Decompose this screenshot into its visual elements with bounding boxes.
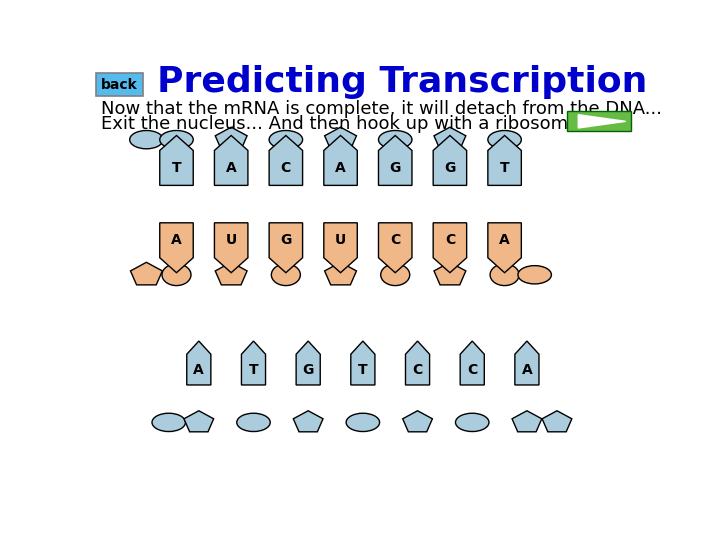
Text: A: A	[171, 233, 182, 247]
Polygon shape	[241, 341, 266, 385]
Text: A: A	[336, 161, 346, 175]
Polygon shape	[269, 223, 302, 273]
Text: back: back	[102, 78, 138, 92]
Polygon shape	[325, 127, 356, 150]
Ellipse shape	[269, 131, 302, 149]
Polygon shape	[351, 341, 375, 385]
Circle shape	[381, 264, 410, 286]
Text: C: C	[467, 362, 477, 376]
Ellipse shape	[379, 131, 412, 149]
Polygon shape	[325, 262, 356, 285]
Polygon shape	[160, 136, 193, 185]
Polygon shape	[512, 411, 541, 432]
Polygon shape	[269, 136, 302, 185]
Circle shape	[490, 264, 519, 286]
Text: A: A	[499, 233, 510, 247]
Text: G: G	[280, 233, 292, 247]
Polygon shape	[578, 114, 626, 128]
Polygon shape	[324, 223, 357, 273]
Text: Exit the nucleus... And then hook up with a ribosome.: Exit the nucleus... And then hook up wit…	[101, 115, 585, 133]
Polygon shape	[186, 341, 211, 385]
Ellipse shape	[237, 413, 270, 431]
Text: Now that the mRNA is complete, it will detach from the DNA...: Now that the mRNA is complete, it will d…	[101, 100, 662, 118]
Text: A: A	[521, 362, 532, 376]
Polygon shape	[215, 136, 248, 185]
Text: T: T	[500, 161, 510, 175]
Ellipse shape	[152, 413, 186, 431]
Polygon shape	[434, 262, 466, 285]
Ellipse shape	[346, 413, 379, 431]
Text: C: C	[445, 233, 455, 247]
Text: G: G	[302, 362, 314, 376]
Polygon shape	[405, 341, 430, 385]
Polygon shape	[515, 341, 539, 385]
Text: C: C	[281, 161, 291, 175]
Polygon shape	[296, 341, 320, 385]
Text: G: G	[390, 161, 401, 175]
Polygon shape	[460, 341, 485, 385]
Text: Predicting Transcription: Predicting Transcription	[157, 65, 648, 99]
Text: T: T	[171, 161, 181, 175]
Text: T: T	[358, 362, 368, 376]
Polygon shape	[184, 411, 214, 432]
Text: U: U	[335, 233, 346, 247]
Polygon shape	[488, 136, 521, 185]
Text: C: C	[390, 233, 400, 247]
Polygon shape	[542, 411, 572, 432]
Circle shape	[271, 264, 300, 286]
Polygon shape	[215, 127, 247, 150]
Polygon shape	[379, 136, 412, 185]
Polygon shape	[379, 223, 412, 273]
Polygon shape	[433, 223, 467, 273]
Circle shape	[162, 264, 191, 286]
Ellipse shape	[488, 131, 521, 149]
FancyBboxPatch shape	[96, 73, 143, 96]
Ellipse shape	[160, 131, 193, 149]
Polygon shape	[215, 262, 247, 285]
Text: G: G	[444, 161, 456, 175]
Text: A: A	[194, 362, 204, 376]
Polygon shape	[130, 262, 162, 285]
Text: T: T	[248, 362, 258, 376]
Polygon shape	[293, 411, 323, 432]
FancyBboxPatch shape	[567, 111, 631, 131]
Polygon shape	[433, 136, 467, 185]
Polygon shape	[160, 223, 193, 273]
Polygon shape	[324, 136, 357, 185]
Text: A: A	[226, 161, 237, 175]
Ellipse shape	[518, 266, 552, 284]
Polygon shape	[402, 411, 433, 432]
Ellipse shape	[456, 413, 489, 431]
Ellipse shape	[130, 131, 163, 149]
Text: U: U	[225, 233, 237, 247]
Text: C: C	[413, 362, 423, 376]
Polygon shape	[488, 223, 521, 273]
Polygon shape	[215, 223, 248, 273]
Polygon shape	[434, 127, 466, 150]
